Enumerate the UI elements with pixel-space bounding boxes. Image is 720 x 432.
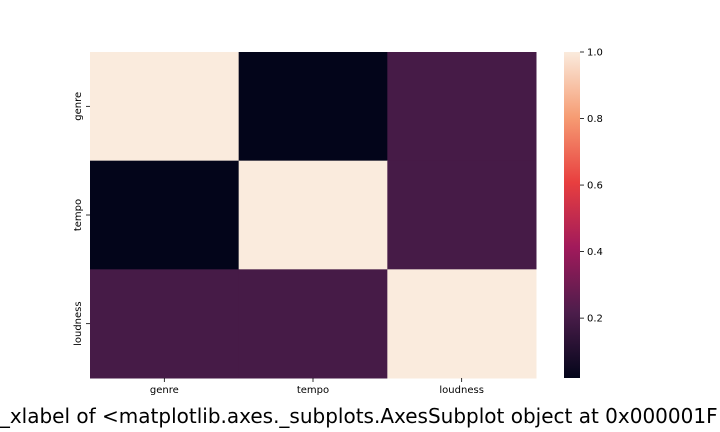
- x-axis-caption: t_xlabel of <matplotlib.axes._subplots.A…: [0, 404, 718, 428]
- x-axis-ticks: genre tempo loudness: [150, 378, 484, 396]
- heatmap-cell: [238, 52, 388, 162]
- heatmap-cell: [387, 52, 537, 162]
- colorbar: [564, 52, 580, 378]
- colorbar-tick-label: 0.8: [587, 114, 603, 125]
- heatmap-cell: [90, 52, 240, 162]
- y-tick-label: loudness: [73, 301, 84, 346]
- heatmap-cell: [387, 160, 537, 270]
- colorbar-tick-label: 1.0: [587, 48, 603, 59]
- heatmap-cell: [238, 160, 388, 270]
- heatmap-cell: [90, 160, 240, 270]
- heatmap-cell: [387, 269, 537, 379]
- colorbar-ticks: 0.2 0.4 0.6 0.8 1.0: [580, 48, 603, 325]
- colorbar-tick-label: 0.2: [587, 314, 603, 325]
- heatmap-cell: [90, 269, 240, 379]
- y-tick-label: tempo: [73, 199, 84, 231]
- colorbar-tick-label: 0.4: [587, 247, 603, 258]
- x-tick-label: genre: [150, 385, 179, 396]
- y-axis-ticks: genre tempo loudness: [73, 92, 90, 346]
- heatmap-cell: [238, 269, 388, 379]
- x-tick-label: loudness: [439, 385, 484, 396]
- heatmap-cells: [90, 52, 537, 379]
- colorbar-tick-label: 0.6: [587, 181, 603, 192]
- y-tick-label: genre: [73, 92, 84, 121]
- x-tick-label: tempo: [297, 385, 329, 396]
